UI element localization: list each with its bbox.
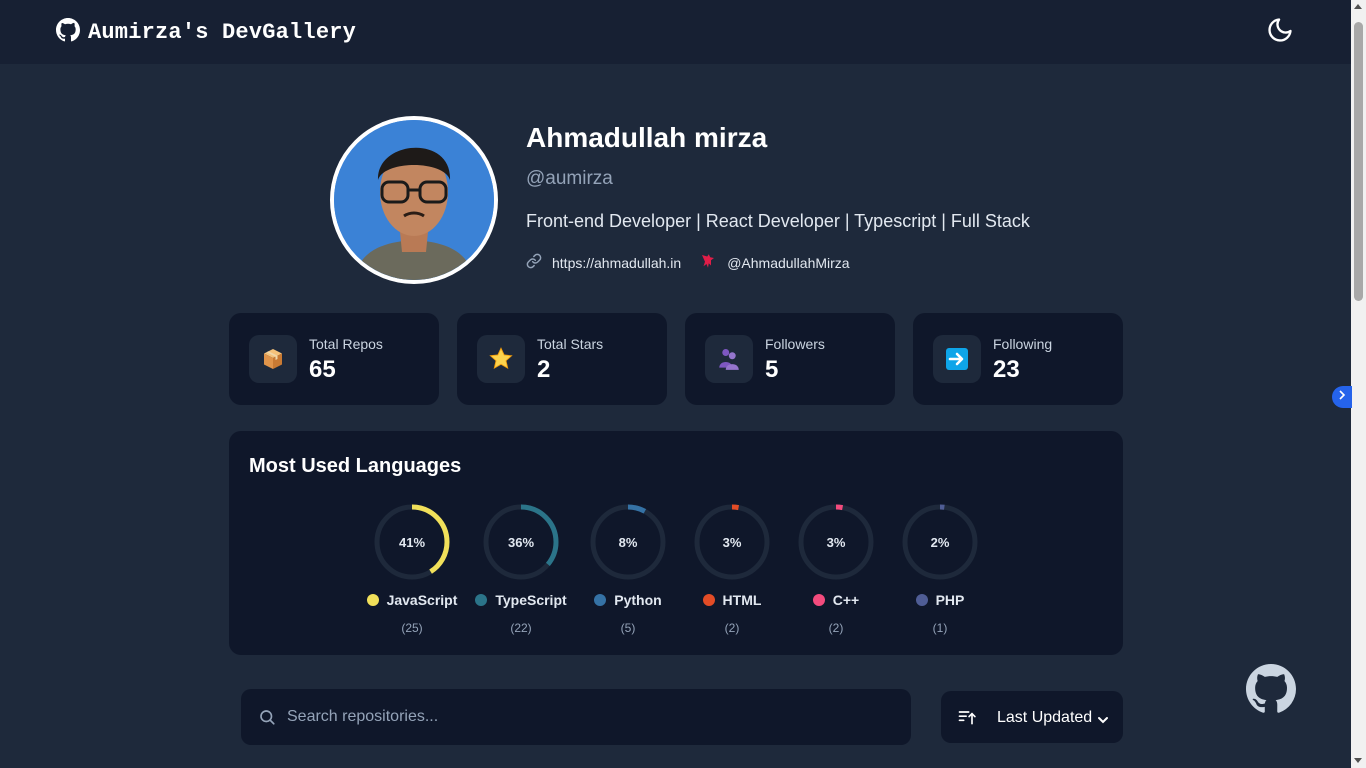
package-icon [249, 335, 297, 383]
profile-links: https://ahmadullah.in @AhmadullahMirza [526, 252, 868, 273]
top-navbar: Aumirza's DevGallery [0, 0, 1351, 64]
stat-label: Following [993, 336, 1053, 352]
language-count: (2) [724, 621, 740, 635]
language-color-dot [812, 594, 825, 606]
side-drawer-toggle[interactable] [1332, 386, 1352, 408]
language-percent: 8% [618, 535, 638, 550]
language-color-dot [702, 594, 715, 606]
scroll-down-arrow[interactable] [1354, 758, 1362, 763]
language-ring [902, 504, 978, 580]
language-percent: 36% [507, 535, 535, 550]
language-label: JavaScript [360, 592, 464, 608]
ring-arc [798, 504, 874, 580]
language-item: 36% TypeScript (22) [469, 503, 573, 643]
stat-card-stars: Total Stars 2 [457, 313, 667, 405]
people-icon [705, 335, 753, 383]
app-title: Aumirza's DevGallery [88, 20, 357, 45]
language-label: C++ [784, 592, 888, 608]
language-name: Python [614, 592, 662, 608]
ring-arc [694, 504, 770, 580]
language-item: 2% PHP (1) [888, 503, 992, 643]
search-input[interactable] [287, 689, 887, 745]
stat-label: Total Repos [309, 336, 383, 352]
language-label: HTML [680, 592, 784, 608]
language-ring [798, 504, 874, 580]
star-icon [477, 335, 525, 383]
twitter-handle: @AhmadullahMirza [727, 254, 850, 271]
profile-handle: @aumirza [526, 168, 613, 189]
language-item: 3% HTML (2) [680, 503, 784, 643]
profile-name: Ahmadullah mirza [526, 122, 768, 153]
language-ring [694, 504, 770, 580]
github-icon [1246, 664, 1296, 718]
language-ring [483, 504, 559, 580]
search-icon [258, 708, 276, 731]
language-color-dot [366, 594, 379, 606]
chevron-right-icon [1337, 388, 1347, 406]
ring-arc [483, 504, 559, 580]
ring-arc [902, 504, 978, 580]
language-count: (2) [828, 621, 844, 635]
sort-dropdown[interactable]: Last Updated [941, 691, 1123, 743]
language-name: JavaScript [386, 592, 458, 608]
language-percent: 3% [826, 535, 846, 550]
sort-label: Last Updated [997, 709, 1093, 726]
language-name: HTML [722, 592, 762, 608]
language-percent: 41% [398, 535, 426, 550]
link-icon [526, 253, 542, 272]
stat-label: Followers [765, 336, 825, 352]
stat-card-repos: Total Repos 65 [229, 313, 439, 405]
profile-bio: Front-end Developer | React Developer | … [526, 211, 1030, 231]
stat-value: 5 [765, 356, 779, 383]
languages-title: Most Used Languages [249, 455, 462, 477]
chevron-down-icon [1097, 712, 1109, 730]
language-count: (1) [932, 621, 948, 635]
language-percent: 3% [722, 535, 742, 550]
github-icon [56, 18, 80, 47]
language-label: TypeScript [469, 592, 573, 608]
language-ring [590, 504, 666, 580]
stat-value: 65 [309, 356, 336, 383]
website-url: https://ahmadullah.in [552, 254, 682, 271]
languages-panel: Most Used Languages 41% JavaScript (25) 36%… [229, 431, 1123, 655]
page-scrollbar[interactable] [1351, 0, 1366, 768]
github-fab-button[interactable] [1246, 664, 1296, 714]
ring-arc [374, 504, 450, 580]
stat-card-followers: Followers 5 [685, 313, 895, 405]
scroll-thumb[interactable] [1354, 22, 1363, 301]
bird-icon [699, 252, 717, 273]
language-color-dot [475, 594, 488, 606]
stat-value: 2 [537, 356, 551, 383]
theme-toggle-button[interactable] [1264, 16, 1296, 48]
brand[interactable]: Aumirza's DevGallery [56, 18, 356, 47]
scroll-up-arrow[interactable] [1354, 4, 1362, 9]
avatar [330, 116, 498, 284]
language-name: PHP [935, 592, 965, 608]
language-percent: 2% [930, 535, 950, 550]
language-ring [374, 504, 450, 580]
language-name: C++ [832, 592, 860, 608]
sort-icon [957, 707, 977, 732]
language-color-dot [594, 594, 607, 606]
language-count: (5) [620, 621, 636, 635]
twitter-link[interactable]: @AhmadullahMirza [699, 252, 850, 273]
search-box[interactable] [241, 689, 911, 745]
language-item: 41% JavaScript (25) [360, 503, 464, 643]
language-count: (22) [510, 621, 532, 635]
language-name: TypeScript [495, 592, 567, 608]
stat-value: 23 [993, 356, 1020, 383]
moon-icon [1266, 16, 1294, 49]
stat-card-following: Following 23 [913, 313, 1123, 405]
language-color-dot [915, 594, 928, 606]
language-item: 3% C++ (2) [784, 503, 888, 643]
language-item: 8% Python (5) [576, 503, 680, 643]
language-label: Python [576, 592, 680, 608]
ring-arc [590, 504, 666, 580]
website-link[interactable]: https://ahmadullah.in [526, 253, 681, 272]
language-count: (25) [401, 621, 423, 635]
right-arrow-icon [933, 335, 981, 383]
stat-label: Total Stars [537, 336, 604, 352]
language-label: PHP [888, 592, 992, 608]
